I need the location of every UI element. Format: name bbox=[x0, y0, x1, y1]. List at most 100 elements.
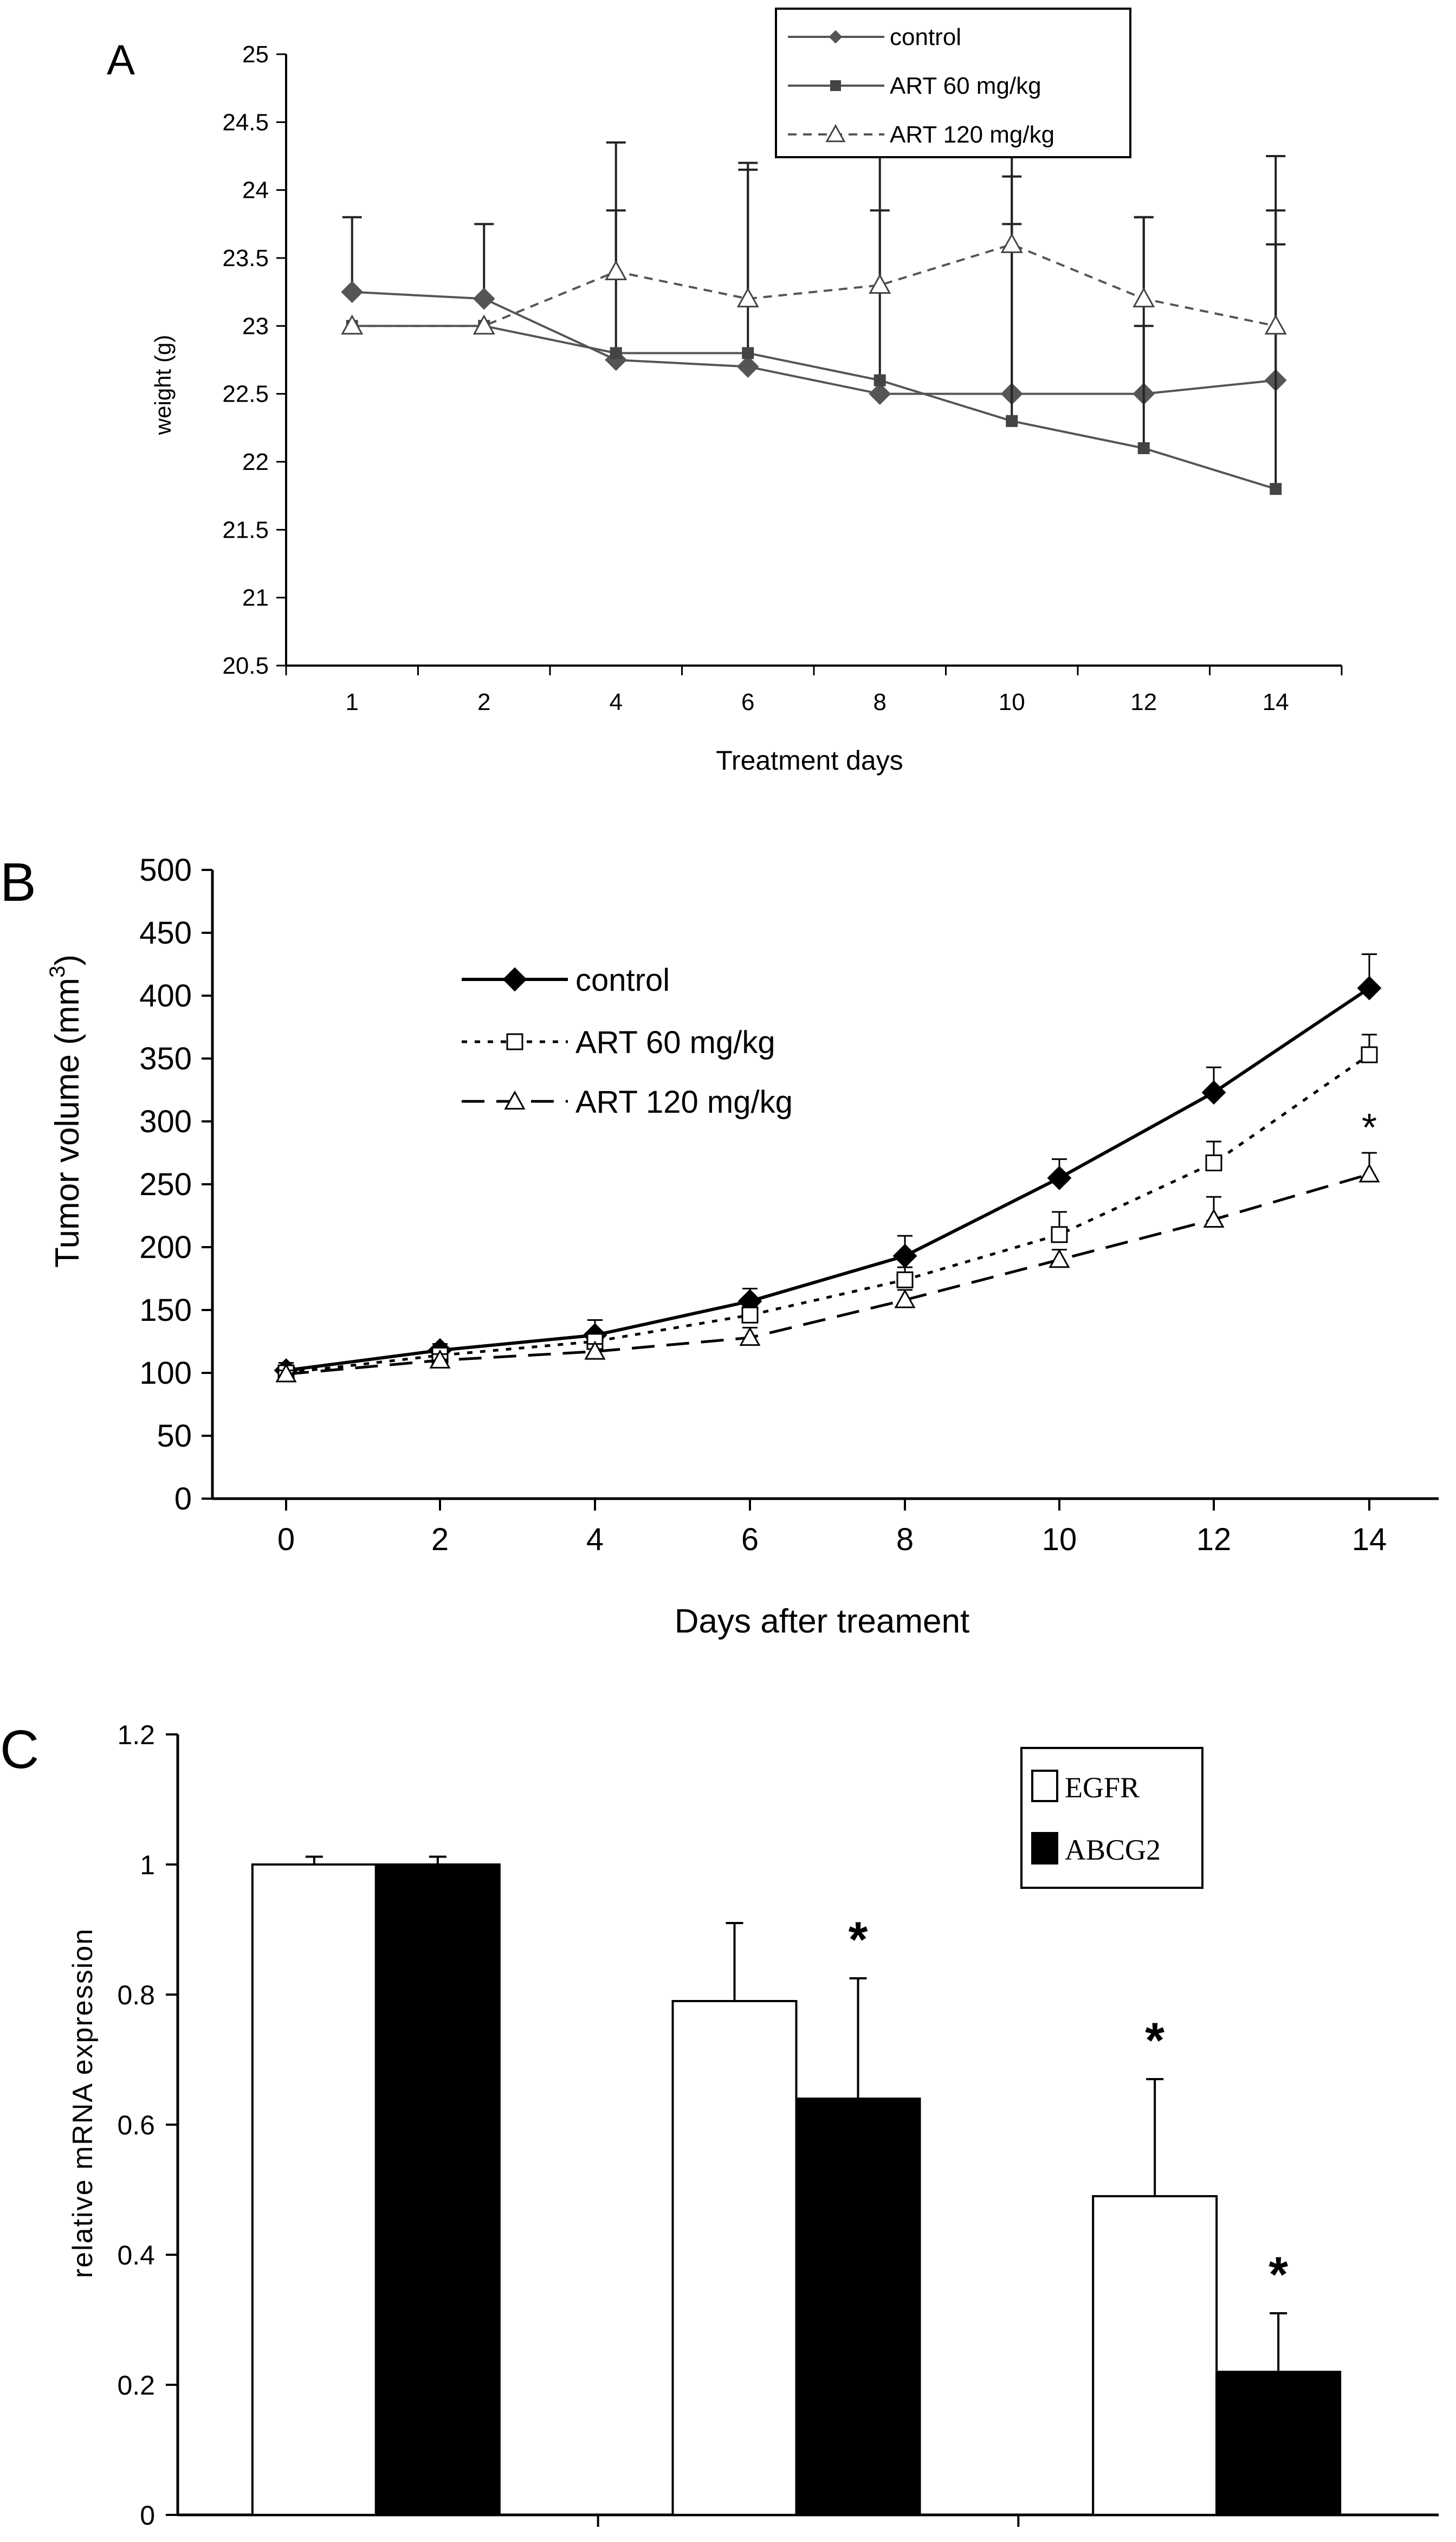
panel-a-x-tick-label: 8 bbox=[873, 689, 886, 715]
panel-a-y-tick-label: 24 bbox=[242, 177, 269, 204]
panel-a-x-tick-label: 1 bbox=[346, 689, 359, 715]
panel-a-label: A bbox=[107, 36, 135, 83]
panel-a-legend-marker bbox=[829, 30, 843, 44]
panel-a-point-art60 bbox=[873, 374, 886, 386]
panel-c-y-tick-label: 0 bbox=[140, 2500, 155, 2531]
panel-b-point-art120 bbox=[739, 1326, 761, 1346]
panel-c-significance-marker: * bbox=[1269, 2247, 1288, 2302]
panel-b-point-art60 bbox=[1205, 1154, 1222, 1172]
panel-c-y-tick-label: 0.2 bbox=[117, 2370, 155, 2401]
panel-b-label: B bbox=[0, 852, 36, 913]
panel-b-x-tick-label: 8 bbox=[896, 1522, 914, 1557]
panel-b-series-line-0 bbox=[286, 986, 1370, 1372]
panel-b-point-art120 bbox=[1203, 1208, 1225, 1228]
panel-b-y-tick-label: 150 bbox=[139, 1293, 192, 1328]
panel-b-y-tick-label: 300 bbox=[139, 1104, 192, 1139]
panel-b-y-tick-label: 250 bbox=[139, 1167, 192, 1202]
panel-a-x-tick-label: 10 bbox=[999, 689, 1025, 715]
panel-a-legend-marker bbox=[825, 124, 846, 143]
panel-b-y-tick-label: 400 bbox=[139, 978, 192, 1014]
panel-b-y-tick-label: 100 bbox=[139, 1356, 192, 1391]
panel-a-series-line-2 bbox=[352, 243, 1276, 327]
panel-a-x-tick-label: 4 bbox=[610, 689, 623, 715]
panel-b-y-tick-label: 0 bbox=[174, 1481, 192, 1517]
panel-c-y-tick-label: 0.6 bbox=[117, 2110, 155, 2140]
panel-b-point-art120 bbox=[275, 1363, 297, 1383]
panel-a-point-control bbox=[341, 281, 364, 304]
panel-b-point-art120 bbox=[584, 1340, 606, 1360]
panel-b-point-art120 bbox=[429, 1349, 451, 1369]
panel-b-series-line-1 bbox=[286, 1053, 1370, 1375]
panel-c-y-axis-title: relative mRNA expression bbox=[67, 1928, 99, 2278]
panel-a-y-tick-label: 23 bbox=[242, 313, 269, 339]
panel-a-x-axis-title: Treatment days bbox=[716, 745, 903, 776]
panel-b-point-control bbox=[892, 1243, 917, 1268]
panel-a: A Treatment days weight (g) 20.52121.522… bbox=[107, 8, 1343, 776]
panel-c-bar-abcg2 bbox=[374, 1863, 501, 2516]
panel-a-y-tick-label: 22.5 bbox=[222, 381, 269, 408]
panel-a-x-tick-label: 14 bbox=[1263, 689, 1289, 715]
panel-a-x-tick-label: 12 bbox=[1130, 689, 1157, 715]
panel-b-x-tick-label: 10 bbox=[1042, 1522, 1077, 1557]
panel-c-legend-label: EGFR bbox=[1065, 1771, 1140, 1804]
panel-c-y-tick-label: 0.8 bbox=[117, 1980, 155, 2010]
panel-b-point-art120 bbox=[1358, 1163, 1380, 1183]
panel-a-y-tick-label: 22 bbox=[242, 449, 269, 475]
panel-c-bar-abcg2 bbox=[1215, 2371, 1342, 2516]
panel-a-legend-label: ART 120 mg/kg bbox=[890, 121, 1054, 148]
panel-a-y-tick-label: 20.5 bbox=[222, 653, 269, 679]
panel-c-y-tick-label: 1 bbox=[140, 1850, 155, 1880]
panel-b-x-axis-title: Days after treament bbox=[675, 1603, 969, 1640]
panel-b-point-control bbox=[1201, 1080, 1226, 1105]
panel-a-point-control bbox=[869, 383, 891, 405]
panel-b-point-art120 bbox=[1049, 1249, 1070, 1268]
panel-b-point-control bbox=[1357, 976, 1382, 1001]
panel-a-point-art120 bbox=[869, 274, 891, 294]
panel-b-y-tick-label: 50 bbox=[157, 1418, 192, 1454]
panel-a-legend-label: control bbox=[890, 24, 961, 50]
panel-a-y-axis-title: weight (g) bbox=[150, 335, 176, 435]
panel-c-legend bbox=[1020, 1747, 1203, 1889]
panel-c-significance-marker: * bbox=[1145, 2013, 1164, 2068]
panel-a-point-art60 bbox=[1270, 483, 1282, 495]
panel-b-point-art60 bbox=[896, 1271, 914, 1288]
panel-a-point-art120 bbox=[1264, 314, 1287, 335]
panel-b-x-tick-label: 2 bbox=[431, 1522, 449, 1557]
panel-a-point-art60 bbox=[742, 347, 754, 359]
panel-b-point-art60 bbox=[1361, 1046, 1378, 1063]
panel-b-point-art60 bbox=[1051, 1226, 1068, 1243]
panel-b-legend-label: control bbox=[575, 963, 670, 998]
panel-a-point-art120 bbox=[605, 260, 627, 280]
panel-a-point-art120 bbox=[736, 287, 759, 308]
panel-b-point-art120 bbox=[894, 1289, 916, 1308]
panel-b-x-tick-label: 6 bbox=[741, 1522, 759, 1557]
panel-c-legend-label: ABCG2 bbox=[1065, 1834, 1161, 1866]
panel-b-series-line-2 bbox=[286, 1173, 1370, 1376]
panel-b-legend-marker bbox=[506, 1033, 523, 1050]
panel-a-y-tick-label: 21 bbox=[242, 585, 269, 611]
panel-b-significance-marker: * bbox=[1362, 1106, 1377, 1150]
panel-a-y-tick-label: 23.5 bbox=[222, 245, 269, 272]
panel-b-x-tick-label: 14 bbox=[1352, 1522, 1387, 1557]
panel-c: C relative mRNA expression 0 0.2 0.4 0.6 0.8… bbox=[0, 1719, 1439, 2531]
panel-c-significance-marker: * bbox=[849, 1912, 868, 1967]
panel-b-y-tick-label: 200 bbox=[139, 1230, 192, 1265]
panel-b-y-axis-title-close: ) bbox=[49, 954, 86, 966]
panel-a-y-tick-label: 24.5 bbox=[222, 109, 269, 136]
panel-a-x-tick-label: 2 bbox=[477, 689, 490, 715]
panel-b-legend-marker bbox=[502, 967, 527, 992]
panel-a-point-art120 bbox=[341, 314, 364, 335]
panel-a-series-line-0 bbox=[352, 291, 1276, 395]
panel-b-y-tick-label: 450 bbox=[139, 915, 192, 951]
panel-b-y-axis-title: Tumor volume (mm3) bbox=[46, 954, 86, 1268]
panel-b: B Days after treament Tumor volume (mm3)… bbox=[0, 852, 1439, 1640]
panel-c-bar-egfr bbox=[1092, 2195, 1218, 2516]
panel-a-y-tick-label: 21.5 bbox=[222, 517, 269, 543]
panel-c-label: C bbox=[0, 1719, 39, 1780]
panel-a-point-art120 bbox=[1000, 233, 1023, 253]
panel-b-y-axis-title-main: Tumor volume (mm bbox=[49, 978, 86, 1268]
panel-c-bar-abcg2 bbox=[795, 2098, 921, 2516]
panel-a-y-tick-label: 25 bbox=[242, 41, 269, 68]
panel-c-y-tick-label: 0.4 bbox=[117, 2240, 155, 2270]
panel-b-y-axis-title-sup: 3 bbox=[46, 966, 69, 978]
